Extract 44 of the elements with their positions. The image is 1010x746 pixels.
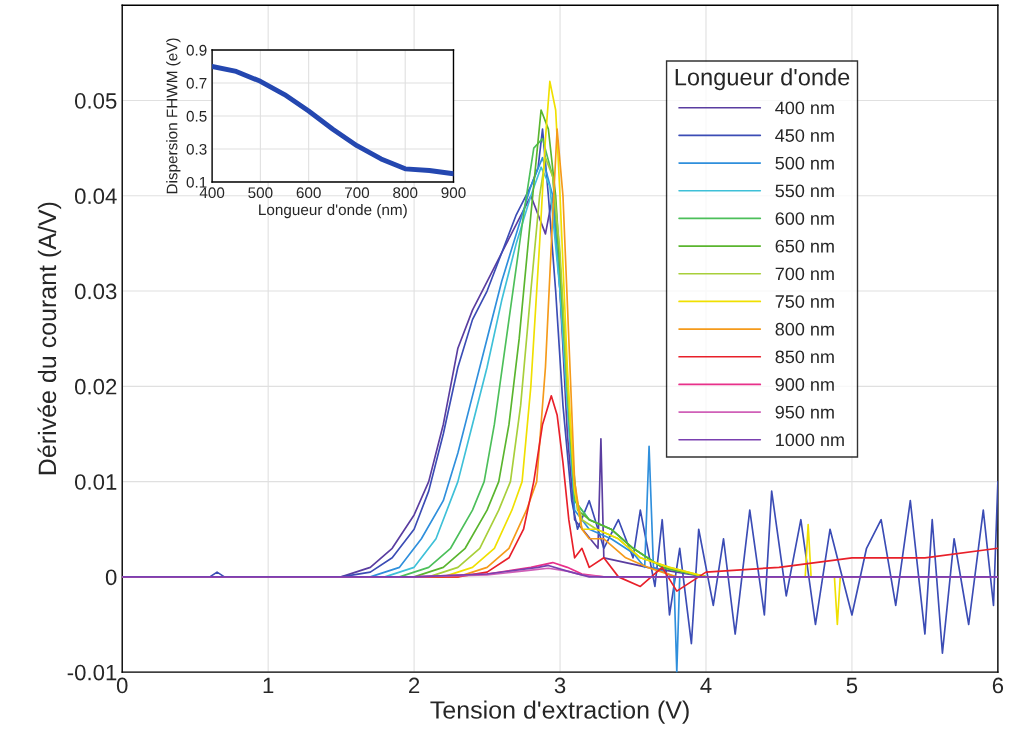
x-tick-label: 800: [393, 187, 418, 199]
legend-label: 450 nm: [775, 129, 834, 142]
y-tick-label: 0: [105, 569, 117, 586]
x-axis-title: Tension d'extraction (V): [430, 700, 689, 724]
y-tick-label: 0.05: [74, 93, 117, 109]
y-axis-title: Dérivée du courant (A/V): [37, 202, 62, 475]
y-tick-label: 0.01: [74, 474, 117, 490]
x-tick-label: 2: [409, 677, 420, 694]
legend-label: 600 nm: [775, 212, 834, 225]
y-tick-label: 0.04: [74, 188, 117, 205]
x-tick-label: 500: [248, 187, 273, 199]
legend-label: 650 nm: [775, 239, 834, 253]
legend-label: 800 nm: [775, 322, 834, 336]
legend-label: 700 nm: [775, 267, 834, 281]
x-tick-label: 6: [992, 677, 1004, 694]
x-tick-label: 1: [263, 677, 274, 694]
y-axis-title: Dispersion FHWM (eV): [166, 38, 181, 194]
x-tick-label: 400: [199, 187, 225, 199]
y-tick-label: 0.03: [74, 283, 117, 300]
legend-label: 1000 nm: [776, 433, 844, 447]
legend-label: 750 nm: [775, 295, 834, 308]
legend-label: 550 nm: [775, 184, 834, 198]
x-tick-label: 3: [554, 677, 566, 694]
y-tick-label: 0.3: [186, 143, 207, 155]
y-tick-label: 0.02: [74, 378, 117, 395]
legend-label: 850 nm: [775, 350, 834, 364]
x-axis-title: Longueur d'onde (nm): [259, 203, 407, 219]
legend-label: 400 nm: [775, 101, 834, 115]
legend-label: 500 nm: [775, 156, 834, 170]
x-tick-label: 900: [441, 187, 466, 199]
x-tick-label: 600: [296, 187, 321, 199]
legend-label: 950 nm: [775, 405, 834, 419]
x-tick-label: 5: [846, 677, 858, 694]
y-tick-label: -0.01: [67, 664, 117, 681]
x-tick-label: 0: [116, 677, 128, 694]
legend-title: Longueur d'onde: [675, 68, 850, 91]
y-tick-label: 0.1: [186, 176, 207, 188]
x-tick-label: 700: [344, 187, 370, 199]
y-tick-label: 0.9: [186, 44, 207, 56]
y-tick-label: 0.5: [186, 110, 207, 122]
x-tick-label: 4: [700, 677, 712, 694]
y-tick-label: 0.7: [186, 77, 207, 89]
legend-label: 900 nm: [775, 378, 834, 391]
line-series: [212, 64, 454, 177]
